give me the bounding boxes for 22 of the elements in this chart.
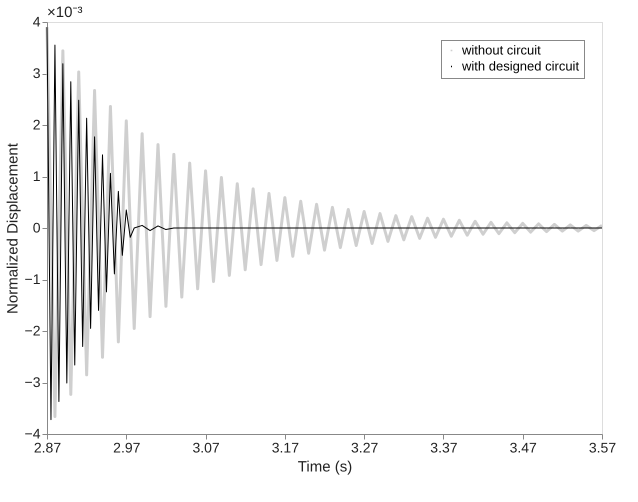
x-tick-label: 2.97 [113, 440, 141, 456]
x-tick-label: 3.27 [351, 440, 378, 456]
y-tick-label: 4 [32, 14, 41, 30]
y-tick-label: 2 [32, 116, 41, 132]
x-tick-label: 3.17 [272, 440, 300, 456]
y-tick-label: −1 [24, 271, 41, 287]
y-tick-label: 1 [32, 168, 41, 184]
y-tick-label: −2 [24, 322, 41, 338]
x-axis-title: Time (s) [298, 458, 352, 476]
y-tick-label: −4 [24, 426, 41, 442]
y-tick-label: −3 [24, 374, 41, 390]
x-tick-label: 3.37 [430, 440, 458, 456]
x-tick-label: 2.87 [34, 440, 62, 456]
text: ×10⁻³ [47, 4, 82, 21]
y-axis-title: Normalized Displacement [4, 142, 22, 314]
y-tick-label: 0 [32, 220, 41, 236]
y-tick-label: 3 [32, 65, 41, 81]
legend-label: without circuit [461, 42, 542, 58]
x-tick-label: 3.47 [510, 440, 538, 456]
legend-label: with designed circuit [461, 58, 580, 74]
x-tick-label: 3.07 [192, 440, 220, 456]
x-tick-label: 3.57 [588, 440, 616, 456]
